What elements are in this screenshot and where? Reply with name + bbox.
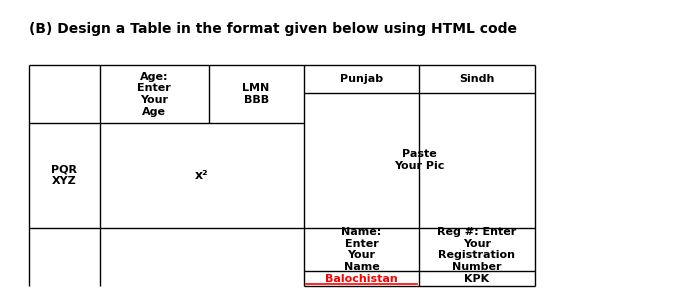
Text: Sindh: Sindh [459,74,494,84]
Text: Paste
Your Pic: Paste Your Pic [394,149,444,171]
Text: KPK: KPK [464,274,490,284]
Text: Reg #: Enter
Your
Registration
Number: Reg #: Enter Your Registration Number [437,227,516,272]
Text: x²: x² [195,169,209,182]
Text: LMN
BBB: LMN BBB [243,84,269,105]
Text: Name:
Enter
Your
Name: Name: Enter Your Name [341,227,381,272]
Text: (B) Design a Table in the format given below using HTML code: (B) Design a Table in the format given b… [29,22,516,36]
Text: Age:
Enter
Your
Age: Age: Enter Your Age [137,72,171,117]
Text: Balochistan: Balochistan [325,274,398,284]
Text: Punjab: Punjab [340,74,383,84]
Text: PQR
XYZ: PQR XYZ [51,165,77,186]
